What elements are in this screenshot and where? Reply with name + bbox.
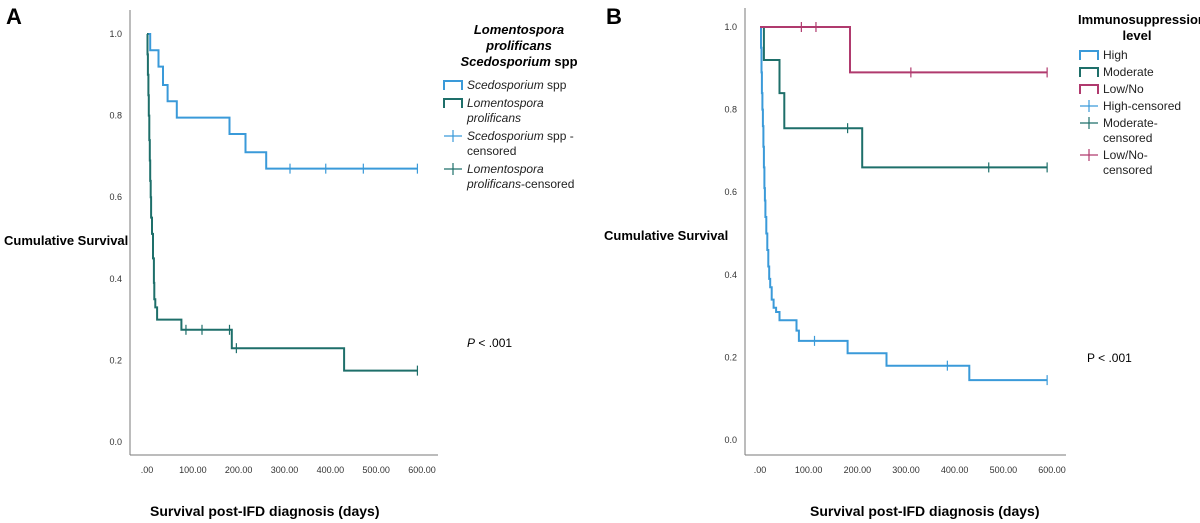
legend-item-b: Moderate <box>1078 65 1196 80</box>
b-x-tick-label: 100.00 <box>795 465 823 475</box>
legend-a: Lomentospora prolificans Scedosporium sp… <box>442 22 596 192</box>
a-x-tick-label: .00 <box>141 465 154 475</box>
legend-step-glyph <box>1079 84 1099 94</box>
panel-a: A 0.0 0.2 0.4 0.6 0.8 1.0 .00 100.00 200.00 300.0… <box>4 4 596 519</box>
panel-b-label: B <box>606 4 622 29</box>
legend-item-b: Low/No-censored <box>1078 148 1196 178</box>
legend-item-label: Moderate-censored <box>1103 116 1158 145</box>
a-x-tick-label: 500.00 <box>362 465 390 475</box>
legend-item-label: Scedosporium spp - censored <box>467 129 574 158</box>
a-series-line-1 <box>146 33 418 372</box>
legend-item-label: Low/No <box>1103 82 1144 96</box>
panel-a-label: A <box>6 4 22 29</box>
legend-title-a: Lomentospora prolificans Scedosporium sp… <box>460 22 578 69</box>
a-y-tick-label: 0.2 <box>109 355 122 365</box>
legend-item-label: Lomentospora prolificans <box>467 96 544 125</box>
legend-line-swatch <box>443 80 463 90</box>
a-x-tick-label: 300.00 <box>271 465 299 475</box>
b-x-tick-label: 500.00 <box>990 465 1018 475</box>
legend-item-b: Low/No <box>1078 82 1196 97</box>
b-x-tick-label: 300.00 <box>892 465 920 475</box>
x-axis-label-b: Survival post-IFD diagnosis (days) <box>810 503 1040 519</box>
legend-censor-swatch <box>444 130 462 142</box>
a-y-tick-label: 0.8 <box>109 111 122 121</box>
legend-censor-swatch <box>1080 149 1098 161</box>
b-x-tick-label: .00 <box>754 465 767 475</box>
legend-step-glyph <box>1079 50 1099 60</box>
legend-item-label: Scedosporium spp <box>467 78 567 92</box>
legend-item-b: Moderate-censored <box>1078 116 1196 146</box>
legend-item-b: High <box>1078 48 1196 63</box>
legend-b: Immunosuppression level High Moderate Low/… <box>1078 12 1200 178</box>
legend-item-label: Low/No-censored <box>1103 148 1153 177</box>
legend-line-swatch <box>1079 67 1099 77</box>
a-x-tick-label: 600.00 <box>408 465 436 475</box>
b-series-line-2 <box>760 26 1048 74</box>
a-y-tick-label: 0.6 <box>109 192 122 202</box>
legend-line-swatch <box>1079 84 1099 94</box>
b-y-tick-label: 0.0 <box>724 435 737 445</box>
legend-censor-swatch <box>444 163 462 175</box>
legend-censor-swatch <box>1080 117 1098 129</box>
b-x-tick-label: 400.00 <box>941 465 969 475</box>
legend-line-swatch <box>1079 50 1099 60</box>
a-series-line-0 <box>147 33 418 170</box>
y-axis-label-b: Cumulative Survival <box>604 228 729 243</box>
b-y-tick-label: 0.6 <box>724 187 737 197</box>
legend-item-a: Lomentospora prolificans-censored <box>442 162 596 192</box>
b-series-line-0 <box>760 26 1048 382</box>
legend-item-label: Lomentospora prolificans-censored <box>467 162 575 191</box>
legend-item-label: High-censored <box>1103 99 1182 113</box>
b-y-tick-label: 0.4 <box>724 270 737 280</box>
legend-item-a: Lomentospora prolificans <box>442 96 596 126</box>
a-x-tick-label: 400.00 <box>317 465 345 475</box>
b-y-tick-label: 0.8 <box>724 105 737 115</box>
legend-item-a: Scedosporium spp <box>442 78 596 93</box>
b-x-tick-label: 600.00 <box>1038 465 1066 475</box>
legend-item-label: High <box>1103 48 1128 62</box>
legend-item-b: High-censored <box>1078 99 1196 114</box>
a-y-tick-label: 1.0 <box>109 29 122 39</box>
legend-censor-swatch <box>1080 100 1098 112</box>
panel-b: B 0.0 0.2 0.4 0.6 0.8 1.0 .00 100.00 200.00 300.0… <box>600 0 1200 523</box>
km-plot-a: 0.0 0.2 0.4 0.6 0.8 1.0 .00 100.00 200.00 300.00 4… <box>109 10 438 475</box>
legend-step-glyph <box>443 80 463 90</box>
km-plot-b: 0.0 0.2 0.4 0.6 0.8 1.0 .00 100.00 200.00 300.00 4… <box>724 8 1066 475</box>
p-value-a: P < .001 <box>467 336 513 350</box>
x-axis-label-a: Survival post-IFD diagnosis (days) <box>150 503 380 519</box>
y-axis-label-a: Cumulative Survival <box>4 233 129 248</box>
a-x-tick-label: 100.00 <box>179 465 207 475</box>
legend-item-label: Moderate <box>1103 65 1154 79</box>
b-x-tick-label: 200.00 <box>844 465 872 475</box>
legend-item-a: Scedosporium spp - censored <box>442 129 596 159</box>
legend-title-b: Immunosuppression level <box>1078 12 1200 43</box>
legend-line-swatch <box>443 98 463 108</box>
a-y-tick-label: 0.4 <box>109 274 122 284</box>
a-y-tick-label: 0.0 <box>109 437 122 447</box>
b-y-tick-label: 0.2 <box>724 352 737 362</box>
legend-step-glyph <box>443 98 463 108</box>
b-series-line-1 <box>760 26 1048 169</box>
p-value-b: P < .001 <box>1087 351 1132 365</box>
legend-step-glyph <box>1079 67 1099 77</box>
a-x-tick-label: 200.00 <box>225 465 253 475</box>
b-y-tick-label: 1.0 <box>724 22 737 32</box>
